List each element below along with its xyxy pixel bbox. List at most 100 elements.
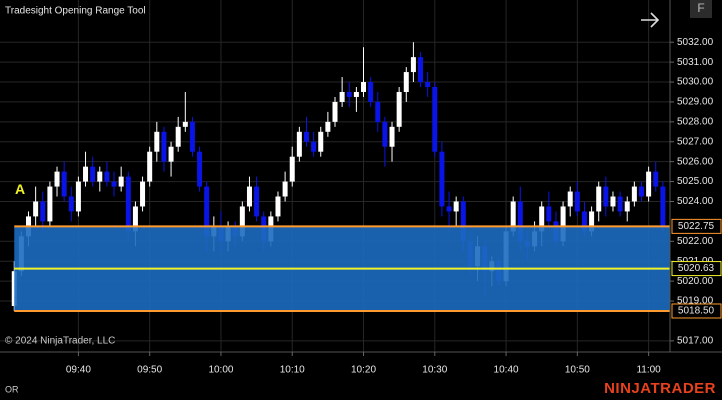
candle-body [154,131,160,152]
x-tick-label: 11:00 [636,365,661,376]
candle-body [589,211,595,232]
candle-body [303,131,309,142]
candle-body [403,72,409,92]
x-tick-label: 10:10 [280,365,305,376]
candle-body [460,201,466,242]
candle-body [54,171,60,187]
candle-body [596,186,602,212]
x-tick-label: 10:30 [422,365,447,376]
candle-body [118,176,124,187]
candle-body [353,91,359,97]
candle-body [624,201,630,212]
candle-body [346,91,352,97]
candle-body [40,201,46,222]
candle-body [646,171,652,197]
candle-body [75,181,81,212]
x-tick-label: 10:40 [494,365,519,376]
candle-body [339,91,345,102]
price-marker-label: 5020.63 [678,263,715,274]
y-tick-label: 5026.00 [677,156,714,167]
candle-body [510,201,516,232]
candle-body [453,201,459,212]
y-tick-label: 5027.00 [677,136,714,147]
price-marker-label: 5022.75 [678,221,715,232]
candle-body [175,126,181,147]
x-tick-label: 10:20 [351,365,376,376]
price-marker [671,261,722,277]
candle-body [574,191,580,212]
candle-body [638,186,644,197]
candle-body [11,271,17,307]
x-tick-label: 09:40 [66,365,91,376]
x-tick-label: 10:00 [208,365,233,376]
candle-body [311,141,317,152]
y-tick-label: 5020.00 [677,276,714,287]
candle-body [375,101,381,122]
candle-body [432,87,438,152]
candle-body [140,181,146,207]
candle-body [254,186,260,217]
y-tick-label: 5019.00 [677,296,714,307]
candle-body [517,201,523,242]
copyright: © 2024 NinjaTrader, LLC [5,336,115,347]
y-tick-label: 5024.00 [677,196,714,207]
candle-body [97,171,103,182]
candle-body [368,82,374,102]
plot [11,42,671,312]
button-bg[interactable] [690,0,712,18]
candle-body [239,206,245,237]
candle-body [104,171,110,182]
candle-body [446,206,452,212]
candle-body [546,206,552,222]
x-tick-label: 09:50 [137,365,162,376]
candle-body [389,126,395,147]
price-marker-label: 5018.50 [678,306,715,317]
y-tick-label: 5025.00 [677,176,714,187]
candle-body [382,121,388,147]
candle-body [603,186,609,207]
candle-body [61,171,67,197]
candle-body [161,131,167,162]
candle-body [325,121,331,132]
candle-body [439,151,445,207]
candle-body [189,121,195,152]
candle-body [610,196,616,207]
y-tick-label: 5032.00 [677,37,714,48]
candle-body [560,206,566,242]
candle-body [246,186,252,207]
y-tick-label: 5028.00 [677,116,714,127]
candle-body [653,171,659,187]
candle-body [539,206,545,232]
y-tick-label: 5017.00 [677,335,714,346]
candle-body [132,206,138,232]
y-tick-label: 5031.00 [677,57,714,68]
candle-body [289,156,295,182]
chart-title: Tradesight Opening Range Tool [5,6,146,17]
y-tick-label: 5029.00 [677,97,714,108]
candle-body [33,201,39,217]
candle-body [90,166,96,182]
candle-body [83,166,89,182]
candle-body [410,57,416,73]
candle-body [182,121,188,127]
price-marker [671,218,722,234]
candle-body [318,131,324,152]
y-tick-label: 5022.00 [677,236,714,247]
x-tick-label: 10:50 [565,365,590,376]
f-button[interactable]: F [697,1,704,15]
candle-body [581,211,587,232]
candle-body [204,186,210,237]
candle-body [631,186,637,202]
candle-body [197,151,203,187]
nav-arrow[interactable] [641,12,660,28]
candle-body [68,196,74,212]
candle-body [111,181,117,187]
candle-body [425,82,431,88]
candle-body [168,146,174,162]
candle-body [617,196,623,212]
candle-body [361,82,367,92]
candle-body [275,196,281,217]
candle-body [296,131,302,157]
